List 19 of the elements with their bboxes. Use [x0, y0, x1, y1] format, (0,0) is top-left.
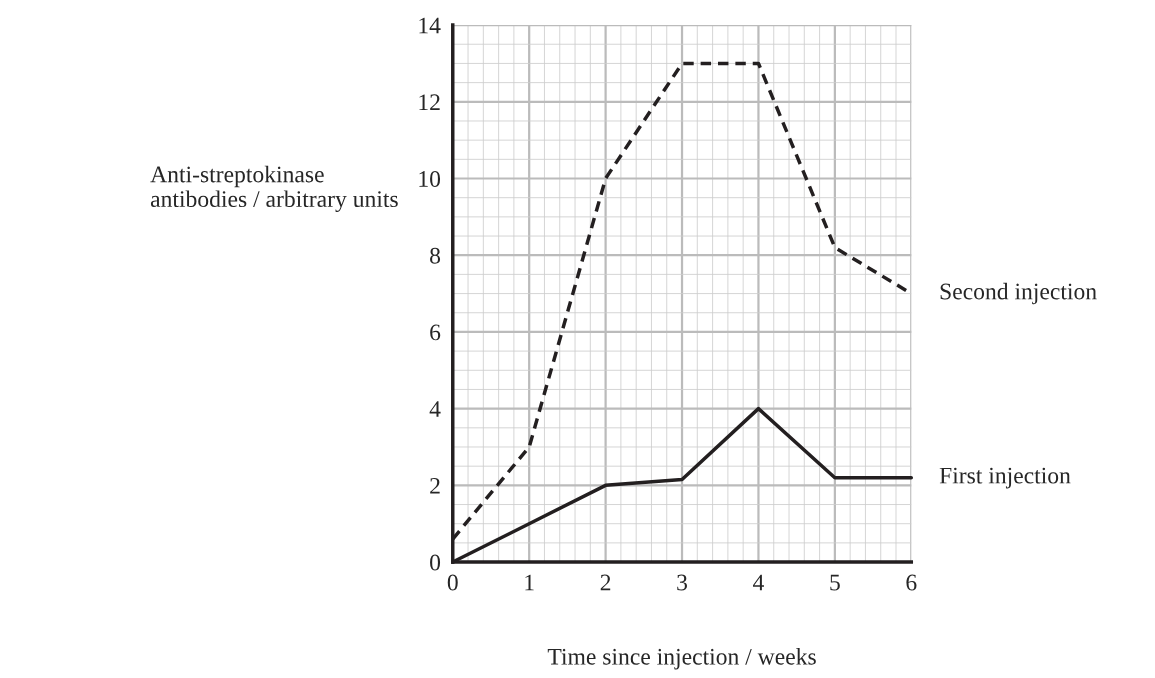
x-axis-title: Time since injection / weeks: [547, 648, 816, 670]
series-label: First injection: [939, 467, 1071, 489]
x-tick-label: 5: [830, 574, 840, 591]
x-tick-label: 1: [525, 574, 534, 591]
y-tick-label: 14: [419, 17, 441, 34]
x-tick-label: 3: [677, 574, 688, 591]
x-tick-label: 4: [753, 574, 764, 591]
y-tick-label: 4: [429, 401, 441, 417]
x-tick-label: 0: [447, 574, 458, 591]
y-tick-label: 2: [430, 477, 440, 494]
y-tick-label: 6: [430, 324, 441, 341]
series-label: Second injection: [940, 282, 1097, 305]
y-tick-label: 10: [419, 171, 441, 187]
y-tick-label: 0: [430, 554, 441, 571]
x-tick-label: 6: [906, 574, 917, 591]
y-tick-label: 12: [419, 94, 440, 110]
y-axis-title: Anti-streptokinase antibodies / arbitrary units: [150, 165, 398, 212]
y-tick-label: 8: [430, 247, 441, 264]
x-tick-label: 2: [600, 574, 611, 591]
